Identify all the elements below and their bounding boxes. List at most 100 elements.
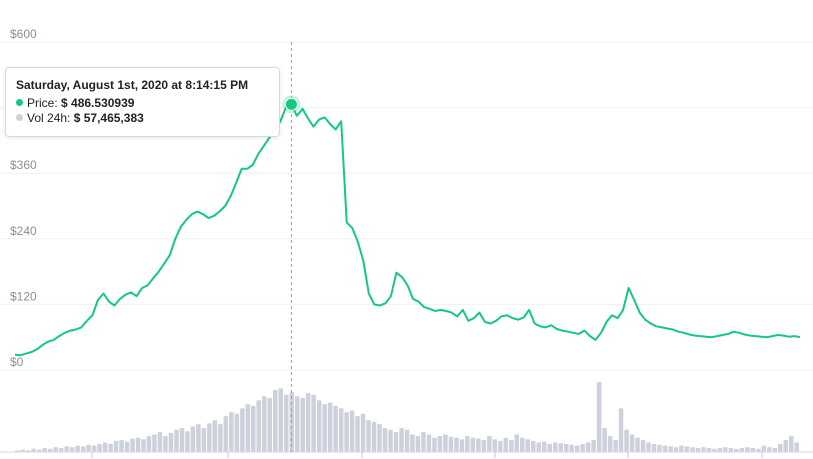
volume-bar bbox=[179, 428, 185, 452]
volume-bar bbox=[794, 442, 799, 452]
volume-bar bbox=[679, 445, 684, 452]
volume-bar bbox=[459, 439, 465, 452]
volume-bar bbox=[487, 436, 492, 452]
volume-bar bbox=[360, 413, 366, 452]
volume-bar bbox=[465, 436, 470, 452]
volume-bar bbox=[26, 450, 31, 452]
volume-bar bbox=[596, 382, 602, 452]
volume-bar bbox=[251, 405, 256, 452]
volume-bar bbox=[174, 429, 179, 452]
volume-bar bbox=[316, 400, 322, 452]
volume-bar bbox=[624, 429, 629, 452]
volume-bar bbox=[75, 445, 80, 452]
y-tick-label: $240 bbox=[10, 224, 37, 238]
volume-bar bbox=[558, 443, 563, 453]
volume-bar bbox=[410, 434, 415, 452]
volume-bar bbox=[119, 440, 124, 452]
volume-bar bbox=[448, 436, 454, 452]
volume-bar bbox=[509, 440, 514, 452]
volume-bar bbox=[42, 448, 47, 452]
volume-bar bbox=[58, 448, 64, 452]
volume-bar bbox=[399, 428, 404, 452]
volume-bar bbox=[646, 442, 651, 452]
volume-bar bbox=[393, 432, 399, 452]
volume-bar bbox=[245, 404, 251, 452]
volume-bar bbox=[388, 429, 393, 452]
volume-bar bbox=[152, 434, 157, 452]
volume-bar bbox=[349, 410, 355, 452]
volume-bar bbox=[377, 424, 382, 452]
volume-bar bbox=[734, 448, 739, 452]
tooltip-volume-value: $ 57,465,383 bbox=[73, 111, 144, 125]
volume-bar bbox=[262, 396, 267, 452]
volume-bar bbox=[607, 436, 613, 452]
volume-bar bbox=[618, 408, 624, 453]
volume-bar bbox=[196, 424, 201, 452]
volume-bar bbox=[426, 434, 432, 452]
volume-bar bbox=[168, 432, 174, 452]
volume-bar bbox=[333, 405, 338, 452]
volume-bar bbox=[437, 436, 443, 452]
volume-dot-icon bbox=[16, 114, 23, 121]
volume-bar bbox=[223, 416, 229, 452]
volume-bar bbox=[728, 448, 734, 452]
tooltip-row-volume: Vol 24h: $ 57,465,383 bbox=[16, 111, 269, 126]
volume-bar bbox=[767, 447, 772, 452]
volume-bar bbox=[745, 447, 750, 452]
volume-bar bbox=[284, 394, 289, 452]
volume-bar bbox=[64, 446, 69, 452]
volume-bar bbox=[218, 424, 223, 452]
volume-bar bbox=[185, 431, 190, 452]
volume-bar bbox=[503, 437, 509, 452]
volume-bar bbox=[531, 440, 536, 452]
price-line bbox=[14, 103, 801, 357]
volume-bar bbox=[668, 446, 673, 452]
volume-bar bbox=[86, 444, 91, 452]
volume-bar bbox=[651, 444, 657, 452]
volume-bar bbox=[635, 437, 640, 452]
volume-bar bbox=[574, 445, 580, 452]
volume-bar bbox=[454, 437, 459, 452]
volume-bar bbox=[629, 434, 635, 452]
volume-bar bbox=[415, 436, 421, 452]
volume-bar bbox=[443, 434, 448, 452]
volume-bar bbox=[344, 412, 349, 452]
volume-bar bbox=[355, 416, 360, 452]
volume-bar bbox=[113, 440, 119, 452]
volume-bar bbox=[163, 436, 168, 452]
volume-bar bbox=[382, 428, 388, 452]
volume-bar bbox=[404, 429, 410, 452]
hover-point[interactable] bbox=[284, 97, 298, 111]
volume-bar bbox=[690, 447, 695, 452]
tooltip-price-label: Price: bbox=[27, 96, 58, 110]
x-axis-ticks bbox=[91, 452, 763, 458]
volume-bar bbox=[761, 445, 767, 452]
volume-bar bbox=[547, 444, 552, 452]
volume-bar bbox=[717, 448, 723, 452]
volume-bar bbox=[684, 446, 690, 452]
volume-bar bbox=[135, 437, 141, 452]
volume-bar bbox=[476, 438, 481, 452]
volume-bar bbox=[701, 447, 706, 452]
volume-bar bbox=[585, 442, 591, 452]
volume-bar bbox=[124, 441, 130, 452]
tooltip-price-value: $ 486.530939 bbox=[61, 96, 135, 110]
volume-bar bbox=[553, 442, 558, 452]
volume-bar bbox=[91, 445, 97, 452]
volume-bar bbox=[778, 444, 783, 452]
volume-bar bbox=[492, 439, 498, 452]
volume-bar bbox=[481, 440, 487, 452]
volume-bar bbox=[240, 408, 245, 453]
tooltip-volume-label: Vol 24h: bbox=[27, 111, 71, 125]
volume-bar bbox=[640, 440, 646, 452]
volume-bars bbox=[0, 382, 813, 453]
volume-bar bbox=[520, 437, 525, 452]
volume-bar bbox=[102, 442, 108, 452]
tooltip: Saturday, August 1st, 2020 at 8:14:15 PM… bbox=[5, 67, 280, 137]
y-tick-label: $600 bbox=[10, 27, 37, 41]
volume-bar bbox=[756, 448, 761, 452]
volume-bar bbox=[673, 447, 679, 452]
volume-bar bbox=[591, 440, 596, 452]
volume-bar bbox=[712, 448, 717, 452]
